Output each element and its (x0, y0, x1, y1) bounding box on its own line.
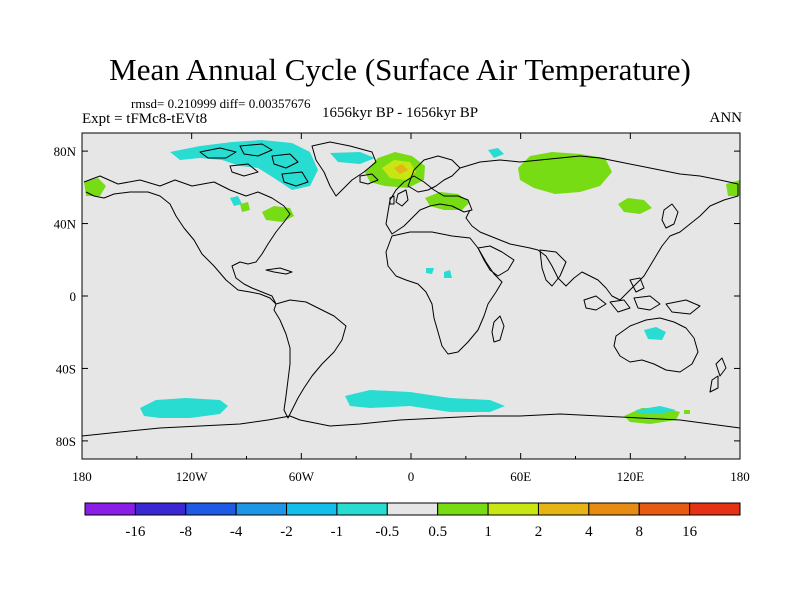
stats-text: rmsd= 0.210999 diff= 0.00357676 (131, 96, 311, 111)
lon-tick-label: 180 (72, 469, 92, 484)
coast-new-zealand (709, 357, 727, 393)
anomaly-east-asia (618, 198, 652, 214)
legend-label: 1 (484, 524, 492, 540)
coast-greenland (311, 141, 377, 197)
coast-scandinavia (407, 155, 461, 193)
lon-tick-label: 120E (617, 469, 645, 484)
lon-tick-label: 180 (730, 469, 750, 484)
lat-tick-label: 80S (56, 434, 76, 449)
coast-africa (385, 231, 503, 355)
coast-north-america (83, 175, 291, 305)
legend-label: -16 (125, 524, 145, 540)
legend-label: -4 (230, 524, 243, 540)
legend-label: -2 (280, 524, 293, 540)
latitude-axis: 80N 40N 0 40S 80S (54, 144, 740, 449)
experiment-label: Expt = tFMc8-tEVt8 (82, 111, 208, 127)
lon-tick-label: 60W (289, 469, 315, 484)
anomaly-north-america (262, 206, 294, 222)
anomaly-siberia (518, 152, 612, 194)
anomaly-australia (644, 327, 666, 340)
coast-iceland (359, 173, 379, 185)
coast-australia (613, 317, 699, 373)
legend-label: 0.5 (428, 524, 447, 540)
coast-british-isles (389, 189, 409, 207)
anomaly-na-lakes (230, 196, 242, 206)
anomaly-greenland-strait (330, 152, 375, 164)
legend-label: 8 (635, 524, 643, 540)
lon-tick-label: 120W (176, 469, 209, 484)
anomaly-south-small (684, 410, 690, 414)
coast-asia (459, 155, 739, 301)
anomaly-south-atlantic (345, 390, 505, 412)
lat-tick-label: 40S (56, 361, 76, 376)
anomaly-small-arctic (488, 148, 504, 158)
anomaly-south-indian-cyan (636, 406, 676, 414)
coast-arabia (477, 245, 515, 277)
lat-tick-label: 0 (70, 289, 77, 304)
period-label: 1656kyr BP - 1656kyr BP (322, 105, 479, 121)
coast-south-america (273, 299, 347, 419)
anomaly-alaska (84, 178, 106, 196)
legend-label: -1 (331, 524, 344, 540)
season-label: ANN (709, 110, 743, 126)
anomaly-africa-a (426, 268, 434, 274)
coast-india (539, 249, 567, 287)
lon-tick-label: 0 (408, 469, 415, 484)
color-legend: -16 -8 -4 -2 -1 -0.5 0.5 1 2 4 8 16 (84, 502, 741, 540)
coast-madagascar (491, 315, 505, 343)
legend-swatch (286, 502, 338, 516)
legend-swatch (588, 502, 640, 516)
legend-swatch (487, 502, 539, 516)
legend-label: 4 (585, 524, 593, 540)
coast-cuba (265, 267, 293, 275)
legend-swatch (386, 502, 439, 516)
legend-swatch (185, 502, 237, 516)
legend-label: 16 (682, 524, 698, 540)
legend-swatch (437, 502, 489, 516)
legend-swatch (84, 502, 136, 516)
map-title: Mean Annual Cycle (Surface Air Temperatu… (109, 52, 691, 87)
legend-swatch (235, 502, 288, 516)
legend-swatch (537, 502, 590, 516)
legend-label: 2 (535, 524, 543, 540)
legend-swatch (336, 502, 388, 516)
legend-swatch (638, 502, 691, 516)
lon-tick-label: 60E (510, 469, 531, 484)
legend-swatch (689, 502, 741, 516)
legend-label: -0.5 (375, 524, 399, 540)
lat-tick-label: 80N (54, 144, 77, 159)
coastlines (81, 141, 741, 437)
coast-arctic-islands (199, 143, 309, 187)
coast-antarctica (81, 413, 741, 437)
anomaly-canada-arctic (170, 140, 318, 190)
anomaly-africa-b (444, 270, 452, 278)
anomaly-south-pacific (140, 398, 228, 418)
coast-indonesia (583, 277, 701, 315)
lat-tick-label: 40N (54, 217, 77, 232)
anomaly-na-small (240, 202, 250, 212)
longitude-axis: 180 120W 60W 0 60E 120E 180 (72, 133, 750, 484)
legend-swatch (134, 502, 187, 516)
anomaly-scandinavia-orange (394, 164, 408, 174)
legend-label: -8 (180, 524, 193, 540)
coast-japan (661, 203, 679, 229)
